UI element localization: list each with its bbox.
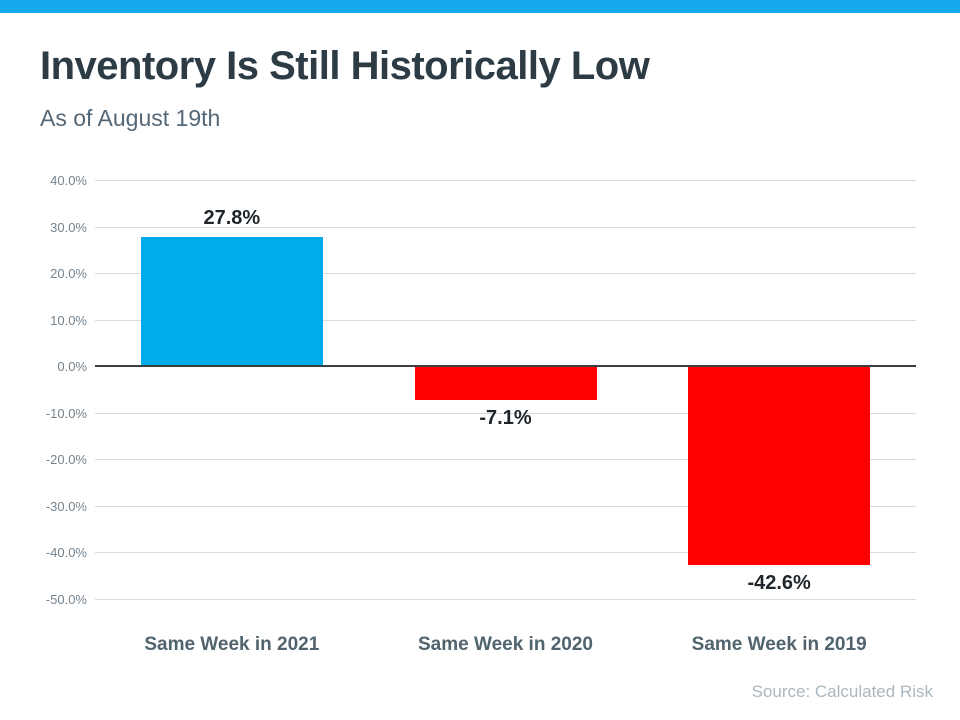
bar-1	[140, 236, 323, 366]
y-axis-tick-label: -20.0%	[45, 452, 87, 467]
gridline	[95, 273, 916, 274]
page-title: Inventory Is Still Historically Low	[40, 44, 650, 88]
y-axis-tick-label: -10.0%	[45, 405, 87, 421]
y-axis-tick-label: 40.0%	[50, 173, 87, 188]
gridline	[95, 552, 916, 553]
x-axis-category-label: Same Week in 2020	[418, 634, 593, 655]
x-axis-category-label: Same Week in 2019	[691, 634, 867, 655]
gridline	[95, 412, 916, 414]
y-axis-tick-label: -30.0%	[45, 498, 87, 514]
value-label: 27.8%	[203, 206, 261, 229]
page-subtitle: As of August 19th	[40, 105, 221, 131]
gridline	[95, 505, 916, 507]
y-axis-tick-label: -40.0%	[45, 545, 87, 560]
source-caption: Source: Calculated Risk	[751, 682, 933, 701]
accent-stripe	[0, 0, 960, 13]
bar-3	[688, 367, 871, 566]
value-label: -7.1%	[479, 407, 532, 429]
y-axis-tick-label: 30.0%	[50, 219, 87, 235]
zero-axis-line	[95, 365, 916, 367]
gridline	[95, 226, 916, 228]
gridline	[95, 319, 916, 321]
x-axis-category-label: Same Week in 2021	[144, 634, 320, 655]
y-axis-tick-label: 20.0%	[50, 266, 87, 281]
y-axis-tick-label: 10.0%	[50, 312, 87, 328]
y-axis-tick-label: 0.0%	[57, 359, 87, 374]
gridline	[95, 598, 916, 600]
y-axis-tick-label: -50.0%	[45, 591, 87, 607]
gridline	[95, 180, 916, 181]
value-label: -42.6%	[747, 572, 811, 595]
bar-2	[414, 367, 597, 400]
gridline	[95, 459, 916, 460]
